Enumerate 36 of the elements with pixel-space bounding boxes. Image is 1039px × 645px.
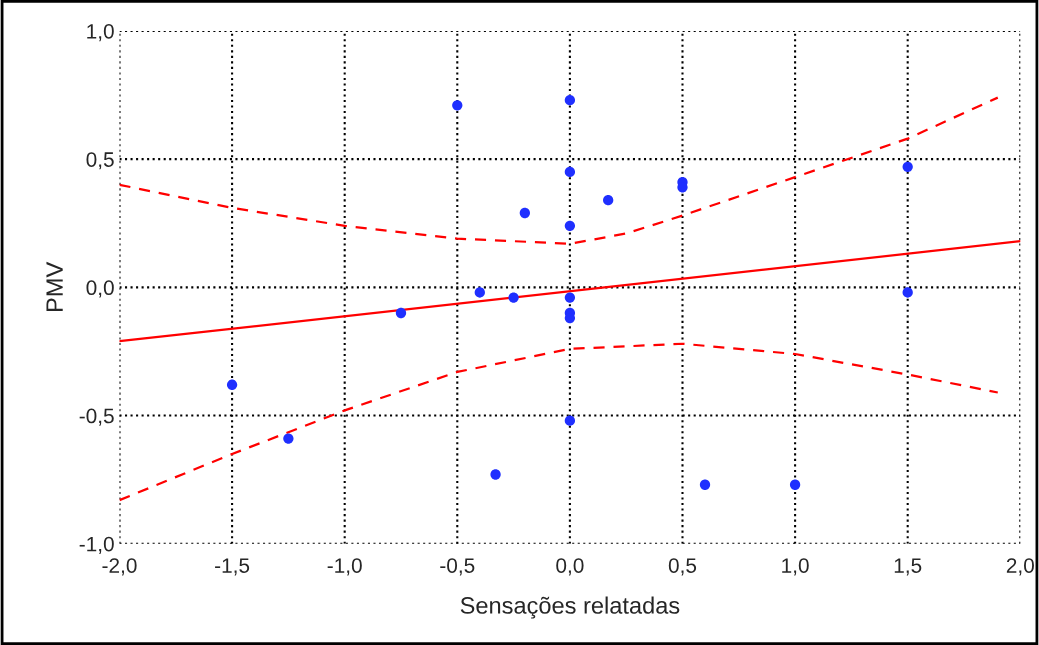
x-tick-label: 0,5 [668, 558, 697, 576]
point [283, 433, 294, 444]
point [603, 195, 614, 206]
point [564, 95, 576, 106]
point [902, 161, 913, 172]
y-tick-label: 0,5 [86, 152, 114, 170]
x-tick-label: 1,5 [894, 558, 922, 576]
y-tick-label: -1,0 [79, 536, 114, 554]
point [226, 379, 238, 390]
x-tick-label: -0,5 [440, 558, 475, 576]
y-tick-label: 1,0 [87, 23, 114, 42]
point [508, 292, 519, 303]
point [395, 307, 407, 319]
point [452, 100, 463, 111]
point [474, 287, 485, 298]
y-tick-label: -0,5 [79, 408, 114, 426]
x-tick-label: -2,0 [102, 558, 137, 576]
line-series [119, 96, 999, 245]
x-tick-label: 1,0 [782, 558, 809, 576]
point [699, 479, 711, 490]
x-tick-label: -1,5 [215, 558, 250, 576]
point [564, 292, 576, 303]
point [564, 415, 576, 426]
x-axis-title: Sensações relatadas [460, 596, 680, 619]
x-tick-label: 2,0 [1006, 558, 1034, 576]
point [564, 220, 576, 231]
point [902, 287, 913, 298]
point [519, 207, 530, 219]
y-tick-label: 0,0 [86, 280, 114, 298]
line-series [119, 342, 999, 502]
y-axis-title: PMV [46, 261, 63, 311]
x-tick-label: -1,0 [327, 558, 362, 576]
point [789, 479, 801, 490]
point [564, 166, 576, 178]
point [490, 469, 501, 480]
x-tick-label: 0,0 [556, 558, 584, 576]
